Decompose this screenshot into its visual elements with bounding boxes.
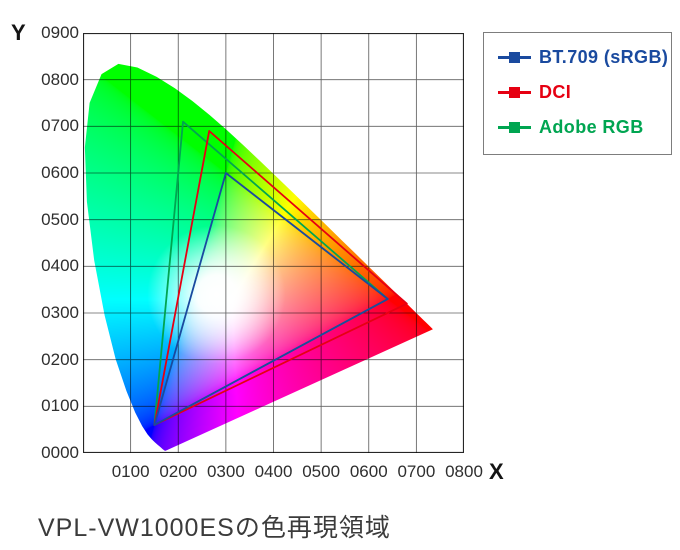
legend-item-bt709-srgb: BT.709 (sRGB) bbox=[498, 40, 671, 75]
y-tick-label: 0900 bbox=[41, 23, 79, 42]
legend-marker-square-icon bbox=[509, 87, 520, 98]
legend-item-label: DCI bbox=[539, 82, 572, 102]
y-tick-label: 0700 bbox=[41, 116, 79, 136]
x-axis-label: X bbox=[489, 459, 504, 484]
x-tick-label: 0200 bbox=[159, 462, 198, 481]
y-axis-label: Y bbox=[11, 20, 26, 45]
cie-diagram-canvas bbox=[83, 33, 464, 453]
x-tick-label: 0500 bbox=[302, 462, 341, 481]
y-tick-label: 0800 bbox=[41, 69, 79, 89]
y-tick-label: 0400 bbox=[41, 256, 79, 276]
legend-item-label: BT.709 (sRGB) bbox=[539, 47, 669, 67]
x-tick-label: 0400 bbox=[254, 462, 293, 481]
x-tick-label: 0800 bbox=[445, 462, 483, 481]
legend-item-dci: DCI bbox=[498, 75, 671, 110]
legend-marker-square-icon bbox=[509, 122, 520, 133]
y-tick-label: 0600 bbox=[41, 163, 79, 182]
x-tick-label: 0700 bbox=[397, 462, 436, 481]
x-tick-label: 0100 bbox=[111, 462, 150, 481]
legend-marker-square-icon bbox=[509, 52, 520, 63]
y-tick-label: 0100 bbox=[41, 396, 79, 416]
x-tick-label: 0600 bbox=[349, 462, 388, 481]
y-tick-label: 0200 bbox=[41, 349, 79, 369]
legend-item-label: Adobe RGB bbox=[539, 117, 644, 137]
y-tick-label: 0500 bbox=[41, 209, 79, 229]
legend-marker bbox=[498, 87, 531, 98]
legend-item-adobe-rgb: Adobe RGB bbox=[498, 110, 671, 145]
y-tick-label: 0300 bbox=[41, 303, 79, 322]
legend-marker bbox=[498, 122, 531, 133]
legend-marker bbox=[498, 52, 531, 63]
x-tick-label: 0300 bbox=[206, 462, 245, 481]
legend: BT.709 (sRGB) DCI Adobe RGB bbox=[483, 32, 672, 155]
chart-caption: VPL-VW1000ESの色再現領域 bbox=[38, 514, 391, 542]
y-tick-label: 0000 bbox=[41, 443, 79, 462]
